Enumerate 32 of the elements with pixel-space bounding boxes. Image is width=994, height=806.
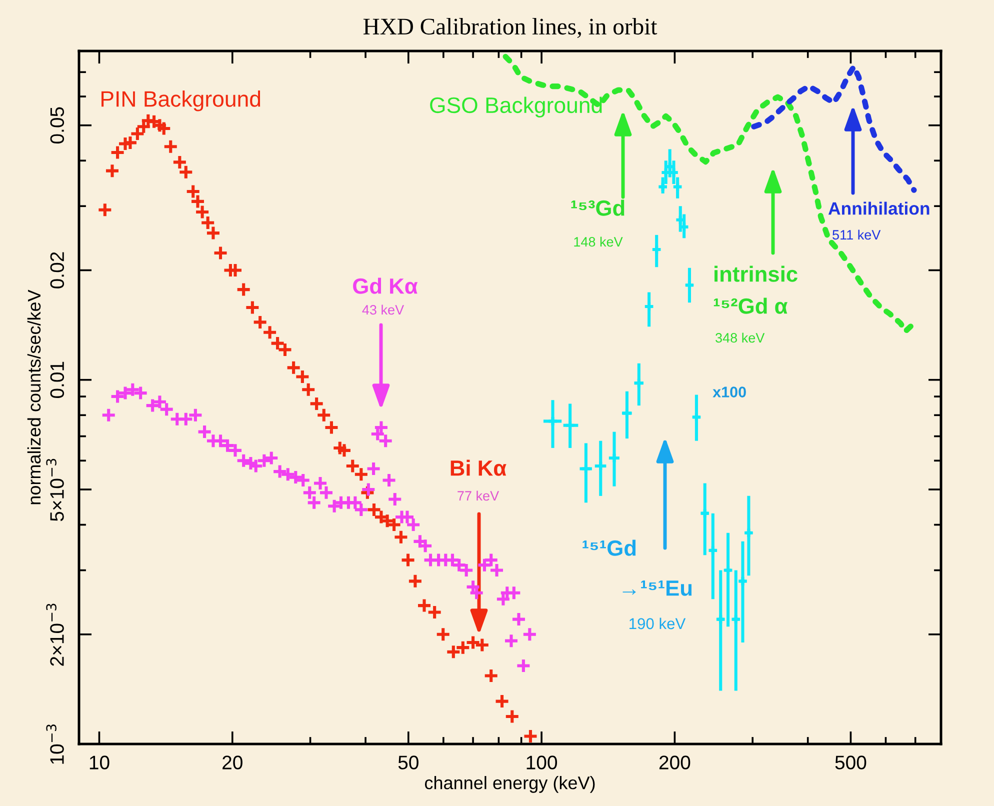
x-tick-label: 50	[398, 756, 418, 770]
y-axis-title: normalized counts/sec/keV	[27, 290, 41, 504]
annotation: Annihilation	[828, 202, 930, 215]
x-axis-title: channel energy (keV)	[424, 776, 595, 793]
chart-title: HXD Calibration lines, in orbit	[363, 18, 658, 38]
annotation: →¹⁵¹Eu	[622, 580, 692, 596]
x-tick-label: 500	[835, 756, 866, 770]
y-tick-label: 0.05	[50, 107, 64, 144]
annotation: intrinsic	[714, 266, 798, 282]
series-label: GSO Background	[430, 96, 602, 118]
y-tick-label: 0.02	[50, 252, 64, 288]
y-tick-label: 2×10$^{−3}$	[46, 604, 64, 666]
annotation: 148 keV	[574, 236, 623, 247]
annotation: 77 keV	[458, 490, 500, 501]
series-label: PIN Background	[102, 90, 260, 112]
x-tick-label: 20	[222, 756, 242, 770]
x-tick-label: 100	[526, 756, 558, 770]
x-tick-label: 200	[659, 756, 690, 770]
x-tick-label: 10	[90, 756, 110, 770]
annotation: ¹⁵¹Gd	[582, 540, 636, 556]
annotation: Bi Kα	[450, 460, 506, 476]
annotation: 190 keV	[630, 618, 686, 630]
series-label: x100	[712, 386, 746, 398]
y-tick-label: 0.01	[50, 362, 64, 398]
y-tick-label: 5×10$^{−3}$	[46, 458, 64, 522]
annotation: 511 keV	[832, 230, 881, 240]
annotation: ¹⁵³Gd	[571, 200, 624, 216]
annotation: Gd Kα	[353, 278, 418, 294]
annotation: ¹⁵²Gd α	[714, 298, 788, 314]
y-tick-label: 10$^{−3}$	[46, 724, 64, 764]
annotation: 348 keV	[716, 332, 765, 343]
annotation: 43 keV	[362, 304, 404, 315]
